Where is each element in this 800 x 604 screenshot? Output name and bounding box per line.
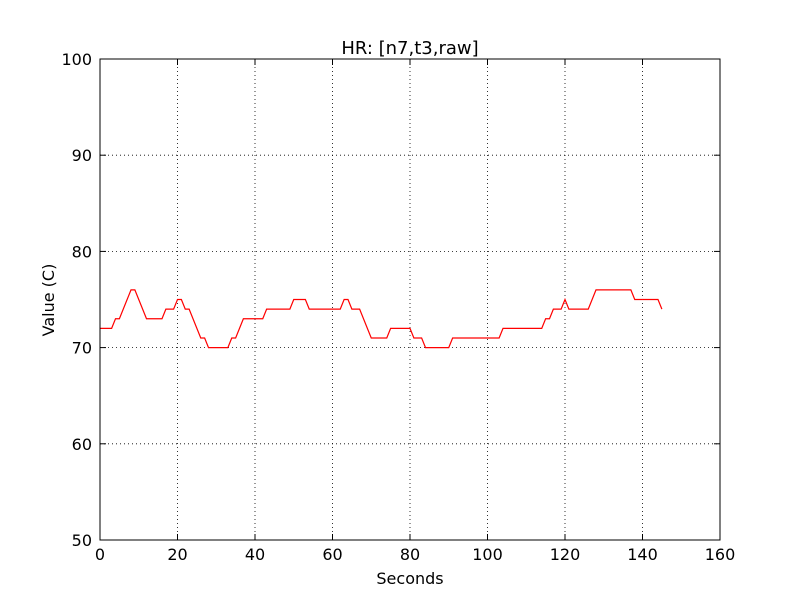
x-tick-label: 100 <box>472 545 503 564</box>
y-tick-label: 70 <box>72 339 92 358</box>
x-tick-label: 120 <box>550 545 581 564</box>
chart-title: HR: [n7,t3,raw] <box>341 38 478 59</box>
x-tick-label: 20 <box>167 545 187 564</box>
plot-frame <box>99 58 721 541</box>
y-tick-label: 100 <box>61 50 92 69</box>
data-line <box>100 289 663 349</box>
x-tick-label: 0 <box>95 545 105 564</box>
x-axis-label: Seconds <box>376 569 443 588</box>
y-axis-label: Value (C) <box>39 264 58 337</box>
y-tick-label: 90 <box>72 146 92 165</box>
x-tick-label: 80 <box>400 545 420 564</box>
y-tick-label: 60 <box>72 435 92 454</box>
x-tick-label: 140 <box>627 545 658 564</box>
y-tick-label: 50 <box>72 531 92 550</box>
x-tick-label: 60 <box>322 545 342 564</box>
x-tick-label: 160 <box>705 545 736 564</box>
x-tick-label: 40 <box>245 545 265 564</box>
y-tick-label: 80 <box>72 242 92 261</box>
